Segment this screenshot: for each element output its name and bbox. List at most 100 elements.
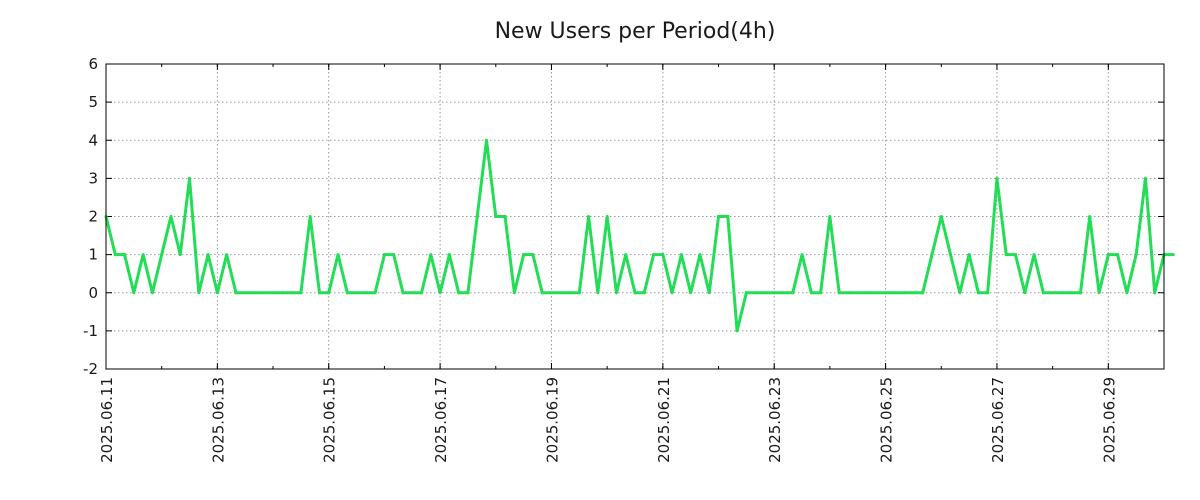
data-point: [401, 291, 405, 295]
data-point: [976, 291, 980, 295]
data-point: [624, 253, 628, 257]
data-point: [865, 291, 869, 295]
data-point: [846, 291, 850, 295]
data-point: [577, 291, 581, 295]
data-point: [225, 253, 229, 257]
y-tick-label: 6: [88, 55, 98, 73]
data-point: [485, 138, 489, 142]
data-point: [930, 253, 934, 257]
data-point: [735, 329, 739, 333]
data-point: [884, 291, 888, 295]
data-point: [949, 253, 953, 257]
data-point: [345, 291, 349, 295]
data-point: [717, 215, 721, 218]
data-point: [568, 291, 572, 295]
axes: -2 -1 0 1 2 3 4 5 6 2025.06.11 2025.06.13 2025.06.1…: [83, 55, 1165, 463]
data-point: [921, 291, 925, 295]
data-point: [1143, 176, 1147, 180]
data-point: [447, 253, 451, 257]
data-point: [893, 291, 897, 295]
data-point: [420, 291, 424, 295]
data-point: [457, 291, 461, 295]
data-point: [522, 253, 526, 257]
data-point: [772, 291, 776, 295]
data-point: [1097, 291, 1101, 295]
plot-frame: [105, 63, 1165, 370]
data-point: [150, 291, 154, 295]
data-point: [874, 291, 878, 295]
x-tick-label: 2025.06.25: [878, 377, 896, 463]
data-point: [243, 291, 247, 295]
data-point: [679, 253, 683, 257]
data-point: [494, 215, 498, 218]
data-point: [986, 291, 990, 295]
data-point: [503, 215, 507, 218]
data-point: [1153, 291, 1157, 295]
data-point: [587, 215, 591, 218]
data-point: [410, 291, 414, 295]
x-tick-label: 2025.06.21: [655, 377, 673, 463]
x-tick-label: 2025.06.19: [543, 377, 561, 463]
data-point: [466, 291, 470, 295]
y-tick-label: 3: [88, 169, 98, 187]
data-point: [392, 253, 396, 257]
data-point: [1134, 253, 1138, 257]
data-point: [308, 215, 312, 218]
data-point: [512, 291, 516, 295]
grid-lines: [106, 64, 1164, 369]
data-point: [559, 291, 563, 295]
data-point: [1004, 253, 1008, 257]
data-point: [800, 253, 804, 257]
data-point: [698, 253, 702, 257]
data-point: [540, 291, 544, 295]
data-point: [1069, 291, 1073, 295]
data-point: [837, 291, 841, 295]
data-point: [661, 253, 665, 257]
data-point: [1125, 291, 1129, 295]
data-point: [531, 253, 535, 257]
data-point: [754, 291, 758, 295]
y-tick-label: 0: [88, 284, 98, 302]
data-point: [1116, 253, 1120, 257]
data-point: [290, 291, 294, 295]
series-line-0: [104, 140, 1174, 332]
data-point: [939, 215, 943, 218]
x-tick-label: 2025.06.17: [432, 377, 450, 463]
data-point: [1032, 253, 1036, 257]
data-point: [113, 253, 117, 257]
data-point: [169, 215, 173, 218]
data-point: [828, 215, 832, 218]
data-point: [967, 253, 971, 257]
data-point: [995, 176, 999, 180]
data-point: [819, 291, 823, 295]
data-point: [280, 291, 284, 295]
data-point: [642, 291, 646, 295]
data-point: [596, 291, 600, 295]
data-point: [327, 291, 331, 295]
data-point: [911, 291, 915, 295]
data-point: [252, 291, 256, 295]
data-point: [271, 291, 275, 295]
data-point: [1060, 291, 1064, 295]
data-point: [178, 253, 182, 257]
data-point: [382, 253, 386, 257]
data-point: [234, 291, 238, 295]
data-point: [1088, 215, 1092, 218]
x-tick-label: 2025.06.23: [766, 377, 784, 463]
data-point: [614, 291, 618, 295]
data-point: [809, 291, 813, 295]
data-point: [1023, 291, 1027, 295]
data-point: [355, 291, 359, 295]
data-point: [141, 253, 145, 257]
data-point: [689, 291, 693, 295]
data-point: [475, 215, 479, 218]
data-point: [1051, 291, 1055, 295]
y-tick-label: -1: [83, 322, 98, 340]
data-point: [605, 215, 609, 218]
data-point: [1106, 253, 1110, 257]
data-point: [670, 291, 674, 295]
data-point: [123, 253, 127, 257]
data-point: [364, 291, 368, 295]
data-point: [707, 291, 711, 295]
